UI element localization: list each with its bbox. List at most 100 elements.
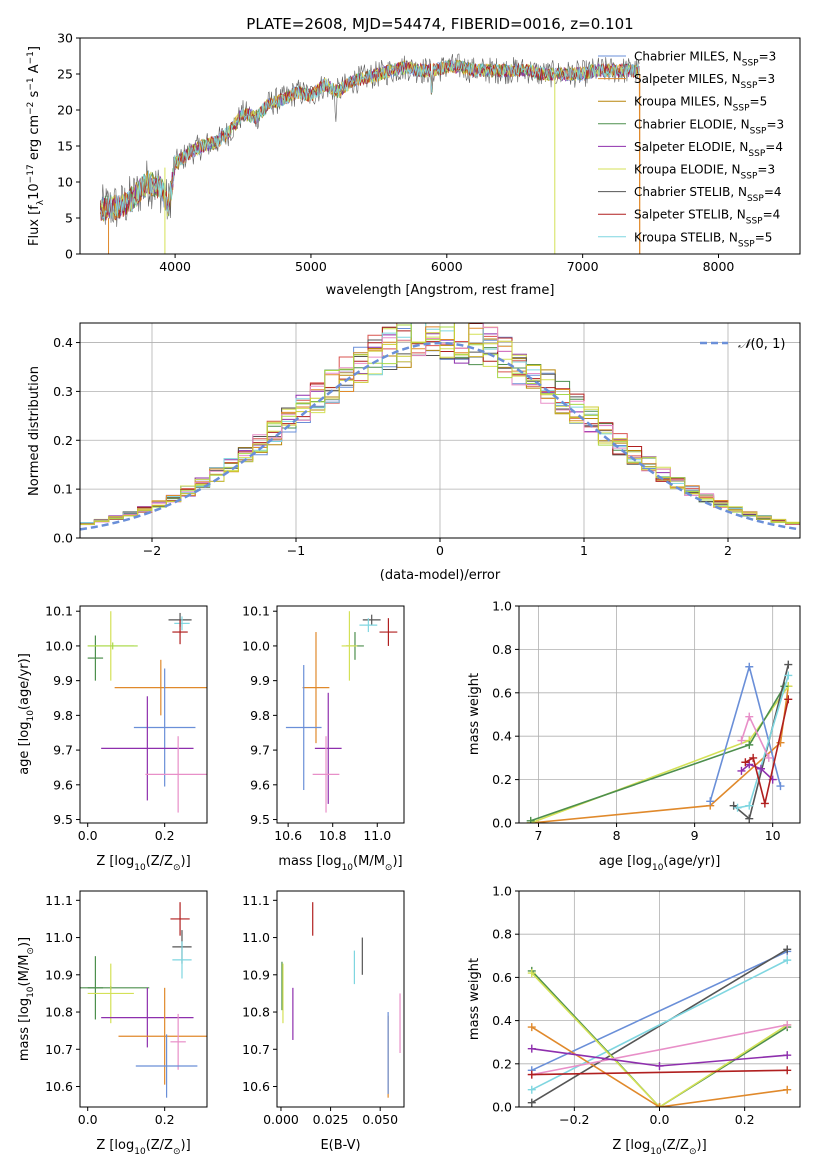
label-part: mass [log: [278, 854, 341, 869]
x-tick-label: 10.6: [274, 828, 302, 843]
x-axis-label: age [log10(age/yr)]: [599, 854, 721, 873]
y-tick-label: 10.9: [242, 967, 270, 982]
label-part: (age/yr)]: [663, 854, 720, 869]
x-tick-label: −0.2: [559, 1112, 589, 1127]
weight-line: [531, 959, 788, 1091]
label-part: age [log: [17, 722, 32, 775]
y-tick-label: 15: [57, 139, 73, 154]
legend-entry: Kroupa ELODIE, NSSP=3: [634, 163, 775, 182]
y-axis-label: mass [log10(M/M⊙)]: [17, 937, 36, 1061]
weight-marker: [527, 1070, 536, 1079]
label-part: Kroupa STELIB, N: [634, 230, 738, 244]
weight-marker: [655, 1061, 664, 1070]
y-tick-label: 1.0: [492, 599, 512, 614]
weight-marker: [776, 782, 785, 791]
y-tick-label: 0.6: [492, 970, 512, 985]
x-axis-label: Z [log10(Z/Z⊙)]: [612, 1138, 706, 1157]
panels: 4000 5000 6000 7000 8000051015202530Chabrier…: [17, 31, 801, 1157]
y-tick-label: 1.0: [492, 884, 512, 899]
x-tick-label: 0.025: [313, 1112, 349, 1127]
y-tick-label: 10.0: [45, 638, 73, 653]
y-tick-label: 11.1: [242, 893, 270, 908]
y-axis-label: Flux [fλ10−17 erg cm−2 s−1 A−1]: [26, 46, 46, 246]
x-tick-label: 4000: [159, 259, 191, 274]
y-tick-label: 10.7: [242, 1042, 270, 1057]
label-part: SSP: [748, 149, 765, 159]
weight-marker: [784, 671, 793, 680]
weight-marker: [745, 712, 754, 721]
x-tick-label: 7: [535, 828, 543, 843]
label-part: SSP: [742, 59, 759, 69]
y-tick-label: 0.0: [53, 531, 73, 546]
weight-marker: [783, 1020, 792, 1029]
label-part: (Z/Z: [146, 1138, 173, 1153]
label-part: )]: [181, 854, 191, 869]
y-tick-label: 9.5: [250, 812, 270, 827]
label-part: 10: [26, 710, 36, 722]
y-tick-label: 9.8: [250, 708, 270, 723]
axes-frame: [276, 890, 405, 1108]
x-tick-label: 7000: [567, 259, 599, 274]
label-part: ⊙: [173, 863, 181, 873]
label-part: SSP: [733, 104, 750, 114]
weight-line: [745, 699, 790, 804]
legend-entry: 𝒩(0, 1): [738, 337, 785, 352]
y-tick-label: 10.9: [45, 967, 73, 982]
x-axis-label: Z [log10(Z/Z⊙)]: [96, 854, 190, 873]
x-axis-label: wavelength [Angstrom, rest frame]: [326, 283, 555, 298]
x-tick-label: 0: [436, 543, 444, 558]
label-part: Salpeter STELIB, N: [634, 208, 746, 222]
x-tick-label: 8000: [703, 259, 735, 274]
legend-entry: Chabrier STELIB, NSSP=4: [634, 185, 782, 204]
weight-marker: [749, 753, 758, 762]
label-part: Chabrier MILES, N: [634, 50, 742, 64]
y-tick-label: 0.2: [492, 1056, 512, 1071]
x-tick-label: −2: [143, 543, 161, 558]
y-axis-label: mass weight: [467, 958, 482, 1040]
axes-frame: [79, 605, 208, 824]
plot-area: [80, 902, 207, 1098]
label-part: =5: [755, 230, 773, 244]
y-tick-label: 9.6: [250, 777, 270, 792]
y-tick-label: 20: [57, 103, 73, 118]
y-tick-label: 0.0: [492, 1100, 512, 1115]
label-part: ]: [27, 46, 42, 51]
panel-mass-weight-vs-Z: −0.2 0.0 0.2 0.0 0.2 0.4 0.6 0.8 1.0 Z [log10(Z/Z…: [467, 884, 801, 1157]
label-part: =4: [764, 185, 782, 199]
y-tick-label: 9.7: [250, 743, 270, 758]
label-part: ⊙: [173, 1147, 181, 1157]
axes-frame: [79, 37, 801, 255]
label-part: SSP: [750, 126, 767, 136]
label-part: 10: [134, 863, 146, 873]
label-part: SSP: [746, 217, 763, 227]
label-part: Z [log: [96, 1138, 134, 1153]
axes-frame: [79, 322, 801, 539]
plot-area: [285, 611, 398, 813]
label-part: Z [log: [96, 854, 134, 869]
label-part: ⊙: [689, 1147, 697, 1157]
label-part: 10: [652, 863, 664, 873]
weight-marker: [764, 753, 773, 762]
weight-marker: [783, 945, 792, 954]
x-tick-label: 5000: [295, 259, 327, 274]
label-part: −1: [26, 77, 36, 90]
gaussian-curve: [80, 341, 800, 531]
weight-line: [531, 970, 788, 1107]
label-part: ⊙: [26, 947, 36, 955]
label-part: =4: [765, 140, 783, 154]
label-part: (age/yr)]: [17, 653, 32, 710]
label-part: −2: [26, 102, 36, 115]
label-part: Salpeter ELODIE, N: [634, 140, 748, 154]
y-tick-label: 9.6: [53, 777, 73, 792]
y-tick-label: 11.0: [45, 930, 73, 945]
x-axis-label: Z [log10(Z/Z⊙)]: [96, 1138, 190, 1157]
weight-marker: [756, 764, 765, 773]
weight-marker: [706, 797, 715, 806]
label-part: Chabrier ELODIE, N: [634, 117, 750, 131]
y-tick-label: 10.6: [45, 1079, 73, 1094]
x-tick-label: 11.0: [363, 828, 391, 843]
label-part: 10: [342, 863, 354, 873]
label-part: Kroupa MILES, N: [634, 95, 733, 109]
label-part: s: [27, 90, 42, 101]
